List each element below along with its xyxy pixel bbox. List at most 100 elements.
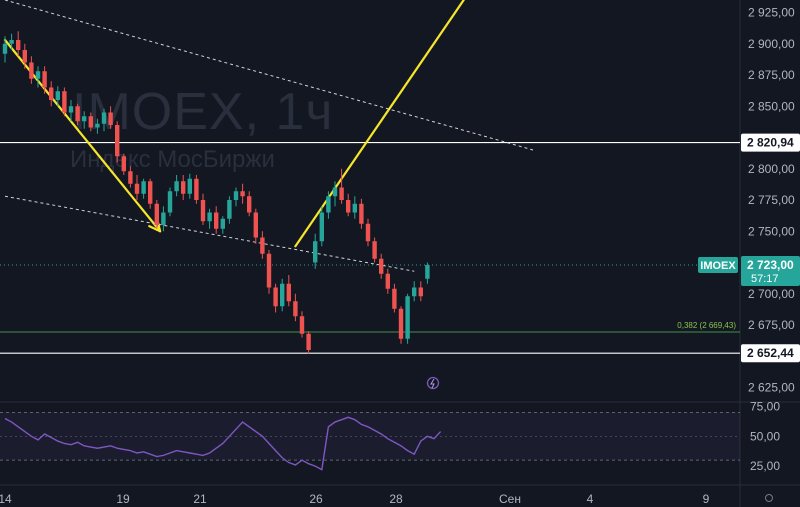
candle-body	[35, 71, 41, 79]
candle-body	[9, 40, 14, 44]
time-tick-label: 28	[389, 492, 403, 506]
candle-body	[326, 196, 331, 213]
candle-body	[379, 258, 384, 274]
candle-body	[101, 112, 107, 124]
price-tick-label: 2 625,00	[748, 381, 795, 395]
candle-body	[181, 181, 186, 194]
time-tick-label: 9	[703, 492, 710, 506]
candle-body	[95, 123, 100, 128]
candle-body	[187, 178, 192, 194]
candle-body	[286, 283, 291, 302]
price-tick-label: 2 775,00	[748, 193, 795, 207]
candle-body	[214, 212, 219, 229]
time-tick-label: 26	[309, 492, 323, 506]
candle-body	[121, 156, 126, 172]
rsi-line	[4, 416, 442, 471]
last-price-box	[741, 256, 800, 286]
price-tick-label: 2 675,00	[748, 318, 795, 332]
price-label-value: 2 652,44	[747, 346, 794, 360]
candle-body	[161, 212, 166, 225]
time-tick-label: Сен	[499, 492, 521, 506]
time-tick-label: 14	[0, 492, 12, 506]
candle-body	[319, 212, 324, 242]
candle-body	[313, 241, 318, 263]
candle-body	[385, 273, 390, 289]
price-label-value: 2 820,94	[747, 136, 794, 150]
candle-body	[240, 191, 245, 197]
time-tick-label: 4	[587, 492, 594, 506]
settings-icon	[765, 494, 773, 502]
price-tick-label: 2 750,00	[748, 224, 795, 238]
price-tick-label: 2 700,00	[748, 287, 795, 301]
candle-body	[200, 200, 206, 222]
candle-body	[29, 62, 34, 79]
candle-body	[141, 181, 146, 194]
candle-body	[273, 287, 278, 307]
candle-body	[299, 316, 305, 334]
candle-body	[233, 191, 239, 200]
rsi-tick-label: 25,00	[750, 459, 780, 473]
price-tick-label: 2 850,00	[748, 99, 795, 113]
dashed-trendline	[4, 0, 534, 151]
rsi-tick-label: 75,00	[750, 400, 780, 414]
time-tick-label: 19	[116, 492, 130, 506]
time-tick-label: 21	[193, 492, 207, 506]
fib-level-label: 0,382 (2 669,43)	[677, 321, 736, 330]
candle-body	[22, 50, 27, 63]
price-label-box	[741, 344, 800, 363]
candle-body	[253, 212, 258, 238]
candle-body	[352, 203, 357, 213]
candle-body	[148, 181, 153, 204]
candle-body	[332, 187, 338, 197]
candle-body	[227, 200, 232, 219]
candle-body	[280, 283, 285, 307]
last-price-countdown: 57:17	[751, 273, 779, 285]
lightning-icon	[426, 376, 440, 390]
candle-body	[55, 91, 60, 100]
candle-body	[306, 333, 311, 350]
candle-body	[247, 196, 252, 213]
candle-body	[128, 171, 133, 184]
candle-body	[207, 212, 212, 222]
candle-body	[42, 71, 47, 88]
candle-body	[75, 106, 80, 122]
candle-body	[68, 106, 74, 113]
candle-body	[425, 265, 430, 279]
candle-body	[194, 178, 199, 200]
candle-body	[392, 288, 397, 309]
candle-body	[88, 116, 93, 128]
price-tick-label: 2 925,00	[748, 6, 795, 20]
candle-body	[49, 87, 54, 100]
candle-body	[167, 191, 173, 213]
candle-body	[418, 287, 423, 297]
candle-body	[293, 301, 298, 317]
candle-body	[134, 183, 140, 194]
symbol-tag-box	[698, 257, 738, 273]
rsi-tick-label: 50,00	[750, 429, 780, 443]
candle-body	[108, 112, 113, 125]
candle-body	[359, 203, 364, 224]
price-tick-label: 2 800,00	[748, 162, 795, 176]
candle-body	[154, 203, 159, 225]
candle-body	[405, 296, 410, 339]
candle-body	[365, 223, 371, 242]
candle-body	[372, 241, 377, 259]
yellow-trend-line	[294, 0, 465, 248]
candle-body	[16, 40, 21, 50]
candle-body	[260, 237, 265, 254]
yellow-arrow-line	[3, 38, 162, 233]
price-label-box	[741, 133, 800, 152]
symbol-tag: IMOEX	[700, 260, 736, 272]
candle-body	[339, 187, 344, 200]
candle-body	[266, 253, 272, 288]
lightning-bolt-icon	[430, 378, 435, 389]
candle-body	[62, 91, 67, 113]
candle-body	[2, 43, 8, 54]
candle-body	[220, 218, 225, 229]
price-tick-label: 2 875,00	[748, 68, 795, 82]
candle-body	[174, 181, 179, 192]
candle-body	[346, 200, 351, 213]
candle-body	[398, 308, 404, 339]
candle-body	[82, 116, 87, 122]
